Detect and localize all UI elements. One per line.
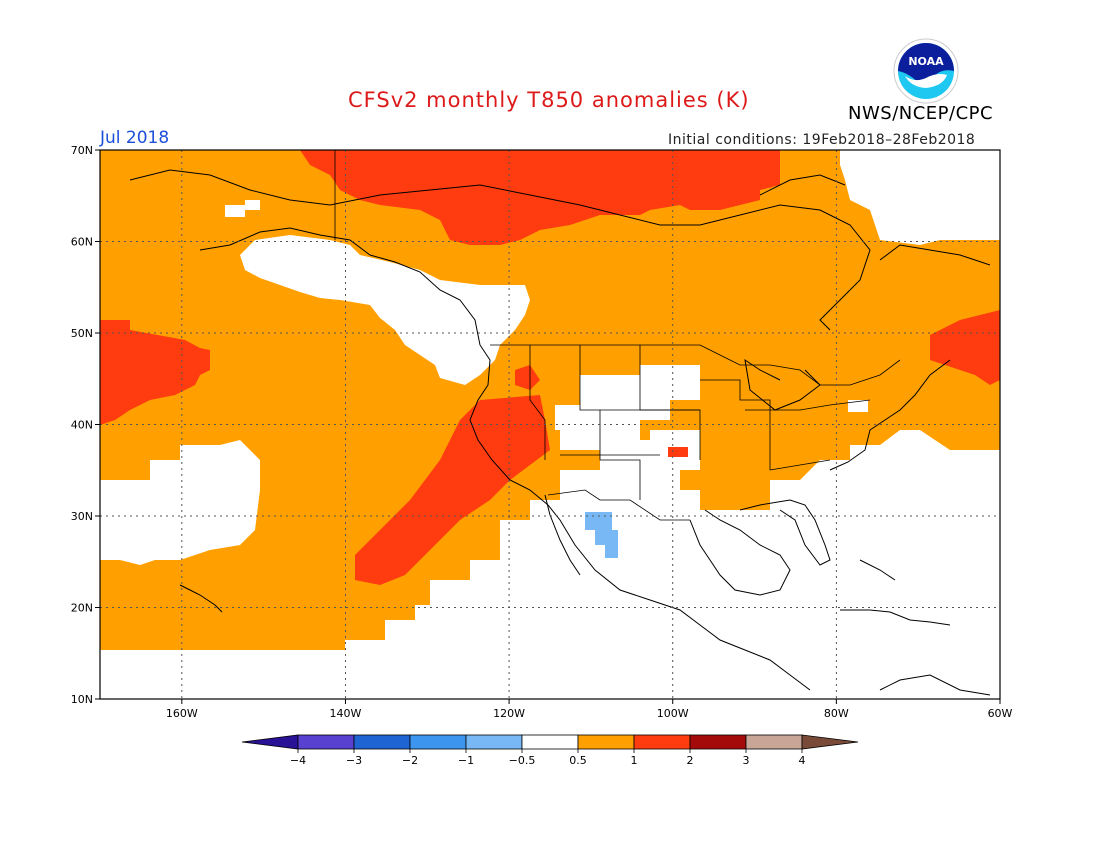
lat-tick-label: 60N	[71, 236, 93, 249]
lon-tick-label: 160W	[166, 707, 198, 720]
noaa-logo-icon: NOAA	[893, 38, 959, 104]
map-title: CFSv2 monthly T850 anomalies (K)	[348, 88, 750, 112]
neutral-patch-2	[245, 200, 260, 210]
graticule	[100, 150, 1000, 699]
lat-tick-label: 70N	[71, 144, 93, 157]
colorbar-bin	[689, 734, 747, 750]
colorbar-label: 3	[743, 754, 750, 767]
lat-tick-label: 10N	[71, 693, 93, 706]
lat-tick-label: 50N	[71, 327, 93, 340]
colorbar-label: 4	[799, 754, 806, 767]
lon-tick-label: 120W	[493, 707, 525, 720]
colorbar-label: 1	[631, 754, 638, 767]
colorbar-upper-extension	[801, 734, 859, 750]
colorbar-lower-extension	[241, 734, 299, 750]
longitude-axis: 160W 140W 120W 100W 80W 60W	[166, 699, 1013, 720]
neutral-pacific-subtropics	[100, 440, 260, 565]
forecast-month: Jul 2018	[100, 128, 170, 148]
colorbar-label: 0.5	[569, 754, 587, 767]
map-area	[100, 150, 1000, 699]
neutral-regions	[100, 150, 1000, 699]
colorbar: −4 −3 −2 −1 −0.5 0.5 1 2 3 4	[241, 734, 859, 767]
colorbar-label: 2	[687, 754, 694, 767]
lon-tick-label: 60W	[988, 707, 1013, 720]
colorbar-bin	[633, 734, 691, 750]
warm-california-offshore	[355, 395, 550, 585]
lon-tick-label: 80W	[824, 707, 849, 720]
lon-tick-label: 140W	[330, 707, 362, 720]
initial-conditions-text: Initial conditions: 19Feb2018–28Feb2018	[668, 132, 976, 148]
lat-tick-label: 40N	[71, 419, 93, 432]
colorbar-bin	[353, 734, 411, 750]
borders	[334, 150, 901, 521]
noaa-logo-text: NOAA	[908, 55, 944, 68]
agency-label: NWS/NCEP/CPC	[848, 103, 994, 124]
colorbar-bin	[521, 734, 579, 750]
neutral-gulf-of-alaska	[240, 235, 530, 385]
colorbar-bin	[297, 734, 355, 750]
colorbar-label: −3	[346, 754, 362, 767]
colorbar-label: −4	[290, 754, 306, 767]
cool-sonora	[585, 512, 618, 558]
warm-patch-plains	[668, 447, 688, 457]
colorbar-label: −0.5	[509, 754, 536, 767]
colorbar-label: −1	[458, 754, 474, 767]
neutral-patch-3	[848, 400, 868, 412]
neutral-patch-1	[225, 205, 245, 217]
colorbar-bin	[409, 734, 467, 750]
warm-northeast-atlantic	[930, 310, 1000, 385]
lat-tick-label: 20N	[71, 602, 93, 615]
lat-tick-label: 30N	[71, 510, 93, 523]
warm-oregon	[515, 365, 540, 390]
colorbar-bin	[465, 734, 523, 750]
neutral-interior-west	[555, 365, 700, 450]
colorbar-bin	[745, 734, 803, 750]
lon-tick-label: 100W	[657, 707, 689, 720]
neutral-arctic-east	[840, 150, 1000, 245]
neutral-south	[100, 430, 1000, 699]
colorbar-label: −2	[402, 754, 418, 767]
latitude-axis: 70N 60N 50N 40N 30N 20N 10N	[71, 144, 100, 706]
coastlines	[129, 169, 991, 696]
colorbar-bin	[577, 734, 635, 750]
warm-north-pacific	[100, 320, 210, 425]
